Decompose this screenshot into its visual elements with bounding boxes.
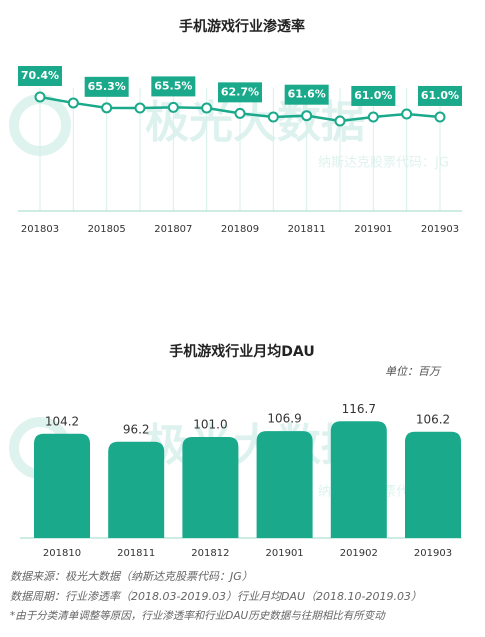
data-label: 61.6% [288, 88, 326, 101]
data-label: 61.0% [421, 89, 459, 102]
watermark-code: 纳斯达克股票代码：JG [318, 156, 449, 171]
x-tick-label: 201805 [88, 224, 126, 235]
data-label: 70.4% [21, 69, 59, 82]
point [134, 102, 146, 114]
data-label: 65.3% [88, 80, 126, 93]
bar [256, 431, 313, 538]
bar [182, 437, 239, 538]
point [167, 101, 179, 113]
point [201, 102, 213, 114]
note: 数据来源：极光大数据（纳斯达克股票代码：JG） [10, 570, 253, 583]
data-label: 104.2 [45, 414, 79, 428]
x-tick-label: 201811 [288, 224, 326, 235]
point [67, 97, 79, 109]
point [267, 111, 279, 123]
x-tick-label: 201810 [43, 548, 81, 559]
point [367, 111, 379, 123]
data-label: 62.7% [221, 85, 259, 98]
label-box [151, 76, 196, 97]
x-tick-label: 201903 [414, 548, 452, 559]
data-label: 116.7 [342, 402, 376, 416]
point [301, 110, 313, 122]
data-label: 106.2 [416, 412, 450, 426]
label-box [284, 84, 329, 105]
watermark-brand: 极光大数据 [145, 97, 365, 148]
point [434, 111, 446, 123]
unit-label: 单位：百万 [385, 365, 442, 378]
point [34, 91, 46, 103]
bar [34, 433, 90, 538]
data-label: 65.5% [154, 79, 192, 92]
x-tick-label: 201902 [340, 548, 378, 559]
bar [330, 421, 387, 538]
x-tick-label: 201901 [354, 224, 392, 235]
label-box [218, 82, 262, 103]
x-tick-label: 201807 [154, 224, 192, 235]
x-tick-label: 201901 [266, 548, 304, 559]
data-label: 101.0 [193, 418, 227, 432]
watermark-brand: 极光大数据 [145, 420, 365, 471]
point [334, 115, 346, 127]
bar [108, 441, 165, 538]
x-tick-label: 201903 [421, 224, 459, 235]
note: 数据周期：行业渗透率（2018.03-2019.03）行业月均DAU（2018.… [10, 590, 422, 603]
data-label: 96.2 [123, 422, 150, 436]
data-label: 61.0% [354, 89, 392, 102]
point [401, 108, 413, 120]
point [101, 102, 113, 114]
label-box [18, 66, 62, 86]
bar [405, 431, 461, 538]
label-box [418, 85, 462, 106]
chart-title: 手机游戏行业渗透率 [179, 18, 305, 35]
x-tick-label: 201803 [21, 224, 59, 235]
label-box [351, 85, 396, 106]
x-tick-label: 201809 [221, 224, 259, 235]
note: *由于分类清单调整等原因，行业渗透率和行业DAU历史数据与往期相比有所变动 [10, 610, 386, 622]
label-box [84, 76, 129, 97]
data-label: 106.9 [267, 412, 301, 426]
x-tick-label: 201811 [117, 548, 155, 559]
x-tick-label: 201812 [191, 548, 229, 559]
point [234, 107, 246, 119]
chart-title: 手机游戏行业月均DAU [169, 343, 314, 360]
